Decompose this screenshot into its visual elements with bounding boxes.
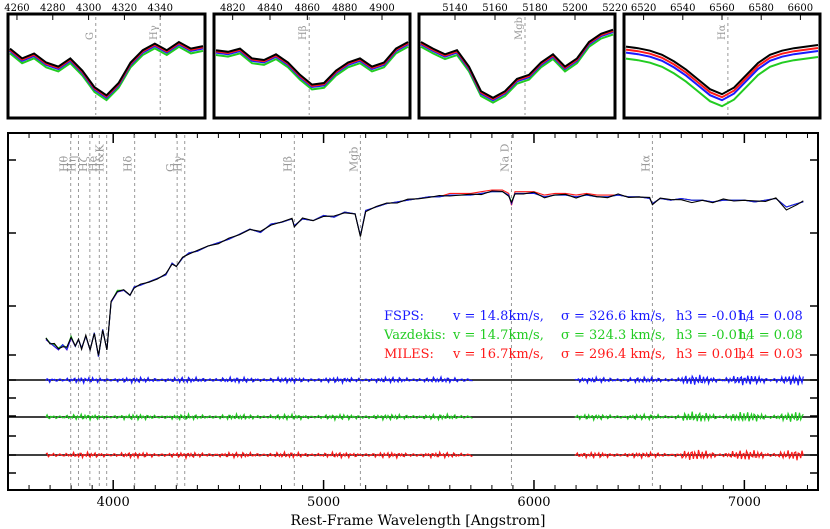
inset-frame [212, 12, 412, 120]
x-tick-label: 7000 [728, 495, 761, 510]
line-marker-label: Hα [639, 154, 652, 172]
x-tick-label: 4000 [97, 495, 130, 510]
inset-spectrum-data [625, 44, 819, 96]
fit-template-name: Vazdekis: [383, 328, 446, 343]
inset-x-tick-label: 5140 [442, 3, 467, 14]
fit-h4: h4 = 0.08 [738, 309, 803, 324]
line-marker-label: He [86, 156, 99, 172]
fit-label-fsps: FSPS: v = 14.8km/s, σ = 326.6 km/s, h3 = -0… [384, 309, 803, 324]
line-marker-label: Hθ [58, 155, 71, 172]
inset-line-marker-label: Hα [717, 24, 728, 40]
x-axis-label: Rest-Frame Wavelength [Angstrom] [291, 513, 546, 529]
residuals-fsps [45, 374, 804, 387]
inset-frame [417, 12, 617, 120]
inset-Mgb: 5140 5160 5180 5200 5220 Mgb [417, 3, 628, 120]
fit-h4: h4 = 0.03 [738, 347, 803, 362]
inset-x-tick-label: 6540 [670, 3, 695, 14]
residuals-vazdekis [45, 411, 804, 423]
line-marker-label: Hβ [281, 156, 294, 172]
inset-x-tick-label: 5160 [482, 3, 507, 14]
inset-x-tick-label: 6520 [631, 3, 656, 14]
fit-template-name: MILES: [384, 347, 434, 362]
line-marker-label: G [164, 163, 177, 172]
x-tick-label: 5000 [307, 495, 340, 510]
inset-spectrum-miles [420, 29, 614, 101]
inset-x-tick-label: 4840 [257, 3, 282, 14]
inset-spectrum-fsps [420, 31, 614, 102]
fit-sigma: σ = 324.3 km/s, [561, 328, 666, 343]
inset-line-marker-label: Mgb [514, 17, 525, 40]
inset-spectrum-data [420, 28, 614, 99]
spectrum-data [45, 190, 804, 356]
fit-sigma: σ = 326.6 km/s, [561, 309, 666, 324]
inset-x-tick-label: 4280 [40, 3, 65, 14]
fit-sigma: σ = 296.4 km/s, [561, 347, 666, 362]
x-tick-label: 6000 [517, 495, 550, 510]
line-marker-label: Hδ [122, 155, 135, 172]
line-marker-label: Mgb [347, 147, 360, 172]
inset-x-tick-label: 4860 [295, 3, 320, 14]
inset-frame [6, 12, 207, 120]
line-marker-label: Hη [65, 156, 78, 172]
inset-line-marker-label: Hβ [298, 25, 309, 40]
fit-h4: h4 = 0.08 [738, 328, 803, 343]
inset-spectrum-fsps [9, 43, 204, 99]
inset-x-tick-label: 6580 [748, 3, 773, 14]
line-marker-label: H&K [94, 144, 107, 172]
inset-x-tick-label: 5180 [522, 3, 547, 14]
fit-velocity: v = 14.7km/s, [452, 328, 544, 343]
inset-x-tick-label: 6600 [788, 3, 813, 14]
inset-spectrum-data [9, 40, 204, 97]
fit-label-vazdekis: Vazdekis: v = 14.7km/s, σ = 324.3 km/s, h3 … [383, 328, 803, 343]
main-frame [7, 132, 819, 491]
inset-x-tick-label: 4300 [76, 3, 101, 14]
inset-line-marker-label: G [85, 32, 96, 40]
inset-x-tick-label: 4260 [4, 3, 29, 14]
inset-spectrum-vazdekis [420, 33, 614, 104]
inset-x-tick-label: 5220 [602, 3, 627, 14]
inset-x-tick-label: 4820 [220, 3, 245, 14]
inset-line-marker-label: Hγ [149, 25, 160, 40]
inset-spectrum-vazdekis [625, 56, 819, 108]
fit-h3: h3 = -0.01, [676, 328, 749, 343]
inset-x-tick-label: 4880 [332, 3, 357, 14]
inset-x-tick-label: 4320 [112, 3, 137, 14]
line-marker-label: Hγ [172, 155, 185, 172]
line-marker-label: Hζ [77, 156, 90, 172]
inset-x-tick-label: 4340 [148, 3, 173, 14]
line-marker-label: Na D [498, 143, 511, 172]
inset-x-tick-label: 5200 [562, 3, 587, 14]
inset-spectrum-miles [625, 47, 819, 99]
inset-spectrum-data [215, 41, 409, 86]
inset-x-tick-label: 4900 [369, 3, 394, 14]
inset-spectrum-vazdekis [215, 45, 409, 91]
inset-Halpha: 6520 6540 6560 6580 6600 Hα [622, 3, 822, 120]
inset-spectrum-vazdekis [9, 45, 204, 102]
inset-G-Hgamma: 4260 4280 4300 4320 4340 G Hγ [4, 3, 207, 120]
residuals-miles [45, 448, 804, 461]
inset-spectrum-fsps [625, 50, 819, 102]
inset-Hbeta: 4820 4840 4860 4880 4900 Hβ [212, 3, 412, 120]
inset-x-tick-label: 6560 [709, 3, 734, 14]
fit-label-miles: MILES: v = 16.7km/s, σ = 296.4 km/s, h3 = 0… [384, 347, 803, 362]
fit-h3: h3 = 0.01, [676, 347, 745, 362]
fit-velocity: v = 16.7km/s, [452, 347, 544, 362]
fit-h3: h3 = -0.01, [676, 309, 749, 324]
fit-template-name: FSPS: [384, 309, 424, 324]
fit-velocity: v = 14.8km/s, [452, 309, 544, 324]
